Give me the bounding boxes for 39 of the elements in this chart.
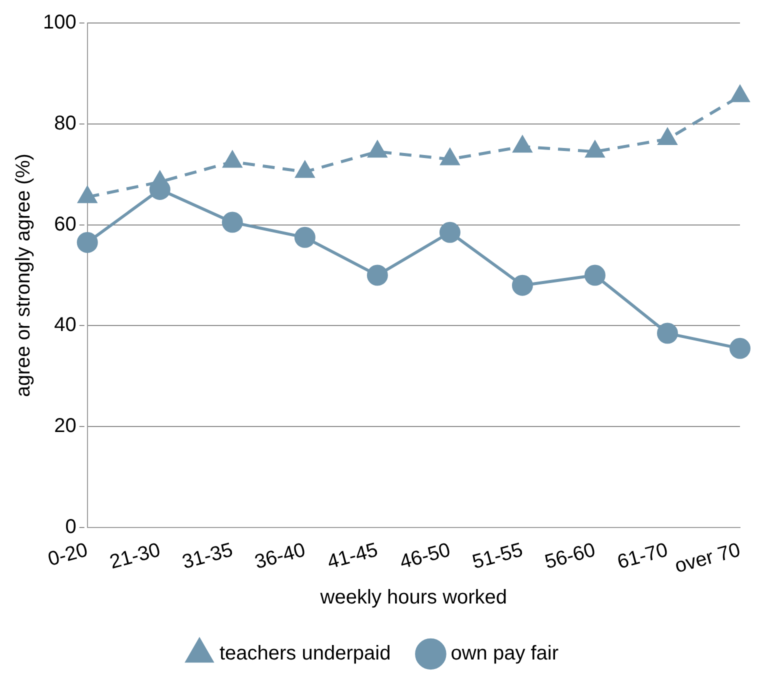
y-tick-label: 20: [54, 415, 76, 438]
x-tick-label: 21-30: [108, 539, 163, 574]
x-tick-label: 51-55: [470, 539, 526, 574]
point: [368, 141, 387, 158]
y-tick-label: 60: [54, 213, 76, 236]
point: [76, 232, 98, 253]
point: [730, 86, 750, 102]
x-tick-label: 36-40: [252, 539, 308, 574]
x-tick-label: over 70: [672, 539, 743, 578]
y-tick-label: 100: [42, 12, 76, 34]
x-tick-label: 0-20: [46, 539, 90, 571]
point: [366, 264, 388, 286]
y-tick-label: 40: [54, 314, 76, 336]
point: [223, 151, 242, 168]
legend-label: teachers underpaid: [219, 642, 391, 665]
point: [656, 322, 678, 344]
point: [296, 161, 314, 178]
point: [150, 171, 170, 188]
point: [584, 264, 606, 286]
y-tick-label: 80: [54, 112, 76, 134]
point: [586, 141, 604, 158]
legend-label: own pay fair: [450, 642, 559, 665]
point: [439, 222, 460, 243]
point: [222, 212, 243, 233]
x-axis-title: weekly hours worked: [319, 586, 508, 609]
point: [513, 136, 532, 153]
x-tick-label: 56-60: [542, 539, 598, 574]
x-tick-label: 31-35: [180, 539, 236, 574]
point: [78, 186, 97, 204]
x-tick-label: 41-45: [325, 539, 380, 574]
point: [730, 338, 750, 359]
point: [658, 128, 677, 146]
y-tick-label: 0: [65, 516, 76, 538]
x-tick-label: 46-50: [398, 539, 453, 574]
point: [294, 226, 316, 248]
x-tick-label: 61-70: [615, 539, 670, 574]
point: [512, 274, 533, 296]
point: [440, 148, 460, 166]
y-axis-title: agree or strongly agree (%): [12, 154, 35, 398]
